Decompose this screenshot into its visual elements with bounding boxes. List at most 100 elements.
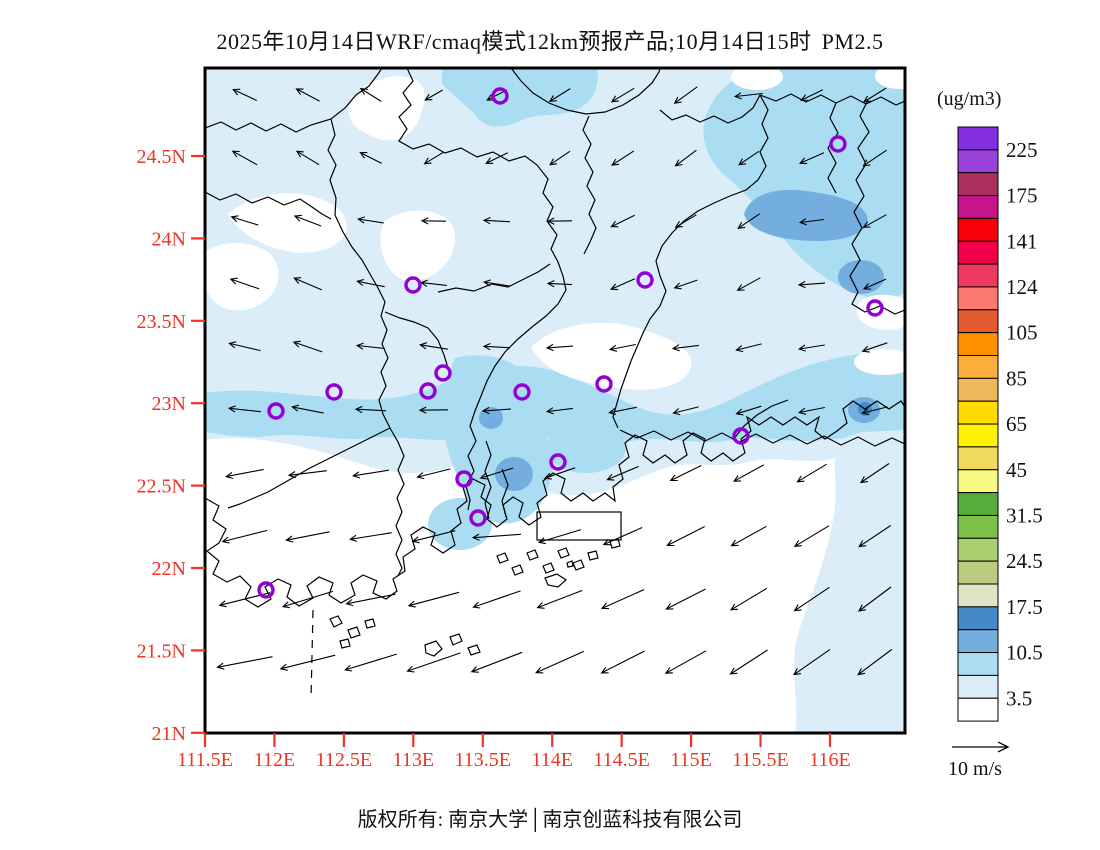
fill-light-topcenter <box>442 69 598 127</box>
wind-arrow <box>424 89 443 101</box>
station-circle <box>732 427 750 445</box>
station-marker-layer <box>257 87 884 599</box>
wind-arrow <box>344 653 397 672</box>
colorbar-cell <box>957 217 999 242</box>
colorbar-cell <box>957 263 999 288</box>
border-branch-east <box>384 311 449 369</box>
wind-arrow <box>356 216 384 224</box>
station-circle <box>636 271 654 289</box>
wind-arrow <box>673 279 698 290</box>
wind-arrow <box>543 467 576 480</box>
lon-label: 113.5E <box>455 749 511 771</box>
wind-arrow <box>793 586 830 612</box>
colorbar-cell <box>957 240 999 265</box>
wind-arrow <box>229 277 260 290</box>
wind-arrow <box>861 342 888 353</box>
maritime-dashed-line <box>310 609 314 701</box>
wind-arrow <box>609 278 636 291</box>
border-top-arc <box>511 69 661 115</box>
wind-arrow <box>482 342 511 351</box>
colorbar-cell <box>957 355 999 379</box>
wind-arrow <box>602 526 643 546</box>
lat-label: 23N <box>152 393 186 415</box>
fill-white-topmid-spot <box>731 69 783 90</box>
wind-speed-legend: 10 m/s <box>948 741 1010 780</box>
station-circle <box>267 402 285 420</box>
wind-arrow <box>858 524 892 548</box>
fill-mid-delta-a <box>479 407 503 429</box>
wind-arrow <box>225 468 264 480</box>
station-circle <box>491 87 509 105</box>
wind-arrow <box>798 152 825 165</box>
wind-arrow <box>738 150 760 166</box>
colorbar-tick-label: 85 <box>1006 366 1027 390</box>
colorbar-cell <box>957 629 999 654</box>
wind-arrow <box>674 214 697 228</box>
colorbar-tick-label: 141 <box>1006 229 1038 253</box>
axis-layer: 24.5N 24N 23.5N 23N 22.5N 22N 21.5N 21N 111.5E 11… <box>137 146 851 771</box>
station-circle <box>469 509 487 527</box>
wind-arrow <box>735 405 762 416</box>
wind-arrow <box>859 463 890 484</box>
lat-label: 22.5N <box>137 476 186 498</box>
station-circle <box>257 581 275 599</box>
station-circle <box>455 470 473 488</box>
wind-arrow <box>600 589 645 610</box>
colorbar-tick-label: 45 <box>1006 458 1027 482</box>
river-channel-a <box>484 440 492 520</box>
wind-arrow <box>665 588 706 610</box>
wind-arrow <box>672 406 699 416</box>
colorbar-cell <box>957 126 999 151</box>
wind-arrow <box>729 587 768 611</box>
wind-arrow <box>470 651 523 673</box>
map-frame <box>203 66 907 735</box>
fill-light-midband <box>206 351 904 442</box>
wind-arrow <box>423 151 444 165</box>
wind-arrow <box>351 469 389 479</box>
lon-label: 114.5E <box>593 749 649 771</box>
wind-arrow <box>545 343 574 352</box>
colorbar-tick-label: 124 <box>1006 275 1038 299</box>
wind-arrow <box>285 531 330 543</box>
wind-arrow <box>471 533 521 541</box>
wind-arrow <box>354 405 387 414</box>
wind-arrow <box>418 406 449 414</box>
colorbar-cell <box>957 172 999 197</box>
lat-label: 21N <box>152 723 186 745</box>
wind-arrow <box>482 279 510 287</box>
wind-arrow <box>600 650 645 674</box>
station-circle <box>595 375 613 393</box>
wind-arrow <box>545 407 573 415</box>
colorbar-cell <box>957 149 999 174</box>
wind-arrow <box>221 529 268 544</box>
wind-arrow <box>733 92 763 100</box>
colorbar-tick-label: 225 <box>1006 138 1038 162</box>
wind-legend-label: 10 m/s <box>948 758 1002 780</box>
wind-arrow <box>227 405 261 413</box>
border-southwest <box>227 427 391 509</box>
wind-arrow <box>279 654 336 671</box>
wind-arrow <box>537 529 582 545</box>
colorbar-tick-label: 10.5 <box>1006 641 1043 665</box>
border-east-loop <box>612 93 769 429</box>
wind-arrow <box>292 340 323 353</box>
wind-arrow <box>611 150 635 166</box>
title-pollutant: PM2.5 <box>821 29 884 54</box>
wind-arrow <box>406 652 461 673</box>
station-circle <box>866 299 884 317</box>
wind-arrow <box>293 214 322 227</box>
wind-arrow <box>792 648 831 676</box>
page-title: 2025年10月14日WRF/cmaq模式12km预报产品;10月14日15时 P… <box>0 24 1100 56</box>
wind-arrow <box>232 88 258 101</box>
wind-arrow <box>481 406 512 415</box>
wind-arrow <box>673 86 698 104</box>
wind-arrow <box>797 406 825 415</box>
wind-arrow <box>862 149 887 167</box>
wind-arrow <box>606 465 639 481</box>
colorbar-tick-label: 175 <box>1006 184 1038 208</box>
lon-label: 115.5E <box>732 749 788 771</box>
border-west-northsouth <box>327 118 405 577</box>
wind-arrow <box>797 344 825 352</box>
hongkong-inset-box <box>536 511 622 541</box>
